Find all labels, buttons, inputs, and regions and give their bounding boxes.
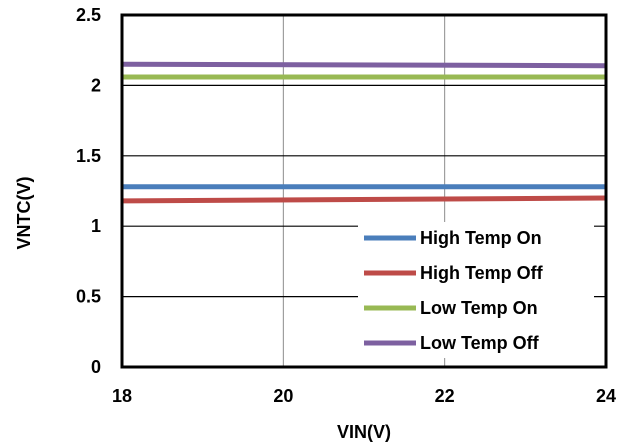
plot-area-border [120,13,608,369]
x-tick-label: 18 [112,386,132,406]
y-tick-label: 0.5 [76,287,101,307]
series-line-low-temp-off [121,61,607,69]
x-axis-ticks: 18 20 22 24 [112,386,616,406]
y-axis-ticks: 0 0.5 1 1.5 2 2.5 [76,5,101,377]
x-axis-label: VIN(V) [337,422,391,442]
y-tick-label: 1 [91,216,101,236]
legend-background [358,222,594,358]
y-tick-label: 1.5 [76,146,101,166]
x-tick-label: 24 [596,386,616,406]
y-axis-label: VNTC(V) [14,177,34,250]
legend-label: Low Temp On [420,298,538,318]
series-line-high-temp-off [121,195,607,204]
series-lines [121,61,607,204]
legend-label: High Temp Off [420,263,544,283]
x-tick-label: 22 [435,386,455,406]
y-tick-label: 0 [91,357,101,377]
legend-label: Low Temp Off [420,333,540,353]
legend: High Temp On High Temp Off Low Temp On Low … [358,222,594,358]
y-tick-label: 2 [91,75,101,95]
x-tick-label: 20 [273,386,293,406]
legend-label: High Temp On [420,228,542,248]
y-tick-label: 2.5 [76,5,101,25]
